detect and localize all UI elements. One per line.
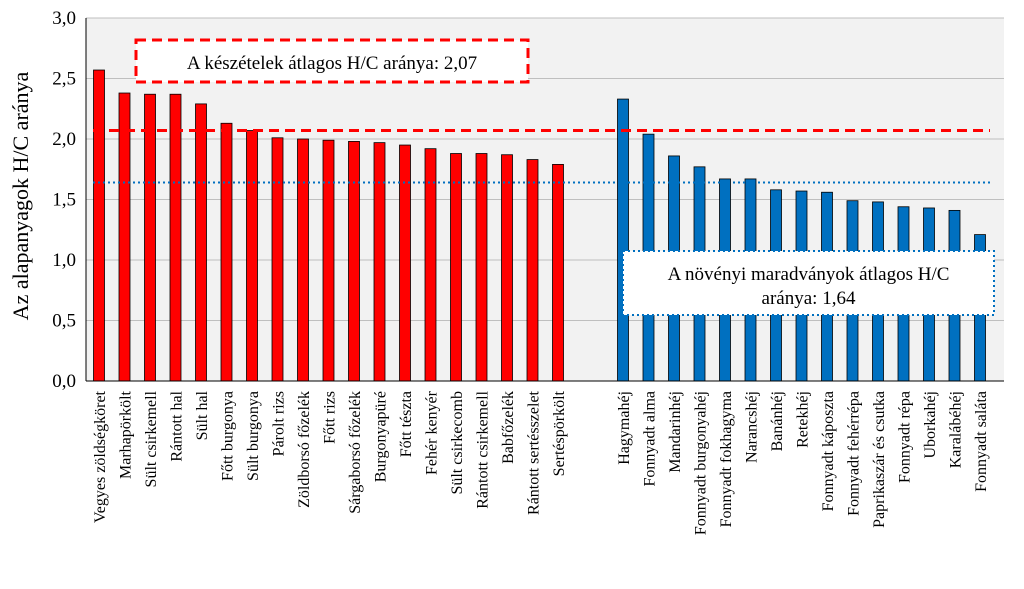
bar xyxy=(322,139,335,382)
annotation-box xyxy=(134,38,530,84)
x-category-label: Babfőzelék xyxy=(500,391,517,464)
x-category-label: Hagymahéj xyxy=(616,391,633,465)
x-category-label: Sült burgonya xyxy=(245,391,262,481)
bar xyxy=(144,93,156,382)
x-category-label: Vegyes zöldségköret xyxy=(92,390,109,523)
bar xyxy=(526,159,539,382)
x-category-label: Párolt rizs xyxy=(271,391,288,456)
y-tick-label: 2,0 xyxy=(52,129,76,150)
x-category-label: Főtt tészta xyxy=(398,391,415,457)
bar xyxy=(399,144,411,382)
y-tick-label: 1,0 xyxy=(52,250,76,271)
bar xyxy=(93,69,105,382)
annotation-text: A készételek átlagos H/C aránya: 2,07 xyxy=(187,53,477,74)
x-category-label: Paprikaszár és csutka xyxy=(871,391,888,528)
bar xyxy=(475,153,488,382)
x-category-label: Sült csirkemell xyxy=(143,390,160,487)
bar xyxy=(118,92,131,382)
bar xyxy=(271,137,284,382)
x-category-label: Fonnyadt fokhagyma xyxy=(718,391,735,527)
x-category-label: Sárgaborsó főzelék xyxy=(347,391,364,514)
x-category-label: Rántott hal xyxy=(169,390,186,461)
bar xyxy=(348,141,360,382)
x-category-label: Banánhéj xyxy=(769,391,786,451)
bar xyxy=(169,93,182,382)
x-category-label: Rántott sertésszelet xyxy=(526,390,543,515)
x-category-label: Sertéspörkölt xyxy=(551,390,568,476)
x-category-label: Főtt burgonya xyxy=(220,391,237,481)
x-category-label: Fonnyadt káposzta xyxy=(820,391,837,511)
annotation-text: A növényi maradványok átlagos H/C xyxy=(668,264,950,285)
x-category-label: Fonnyadt saláta xyxy=(973,391,990,492)
x-category-label: Fonnyadt répa xyxy=(897,391,914,483)
bar xyxy=(297,138,309,382)
x-category-label: Mandarinhéj xyxy=(667,391,684,473)
x-category-label: Sült csirkecomb xyxy=(449,391,466,495)
x-category-label: Burgonyapüré xyxy=(373,391,390,482)
bar xyxy=(552,164,564,382)
bar xyxy=(195,103,207,382)
x-category-label: Sült hal xyxy=(194,390,211,440)
annotation-box xyxy=(622,250,995,316)
x-category-label: Fonnyadt alma xyxy=(642,391,659,487)
x-category-label: Főtt rizs xyxy=(322,391,339,444)
x-category-label: Narancshéj xyxy=(744,391,761,463)
x-category-label: Fehér kenyér xyxy=(424,390,441,475)
y-axis-label: Az alapanyagok H/C aránya xyxy=(8,71,33,320)
annotation-text: aránya: 1,64 xyxy=(762,288,856,309)
x-category-label: Marhapörkölt xyxy=(118,390,135,479)
x-category-label: Rántott csirkemell xyxy=(475,390,492,508)
y-tick-label: 0,0 xyxy=(52,371,76,392)
x-category-label: Fonnyadt fehérrépa xyxy=(846,391,863,516)
x-category-label: Zöldborsó főzelék xyxy=(296,391,313,508)
y-tick-label: 3,0 xyxy=(52,8,76,29)
bar xyxy=(373,142,386,382)
y-tick-label: 1,5 xyxy=(52,190,76,211)
x-category-label: Retekhéj xyxy=(795,391,812,448)
bar xyxy=(617,98,629,382)
bar xyxy=(501,154,513,382)
x-category-label: Karalábéhéj xyxy=(948,391,965,468)
y-tick-label: 0,5 xyxy=(52,311,76,332)
bar xyxy=(450,153,462,382)
y-tick-label: 2,5 xyxy=(52,69,76,90)
bar xyxy=(220,122,233,382)
x-category-label: Fonnyadt burgonyahéj xyxy=(693,391,710,535)
x-category-label: Uborkahéj xyxy=(922,391,939,459)
bar xyxy=(246,130,258,382)
